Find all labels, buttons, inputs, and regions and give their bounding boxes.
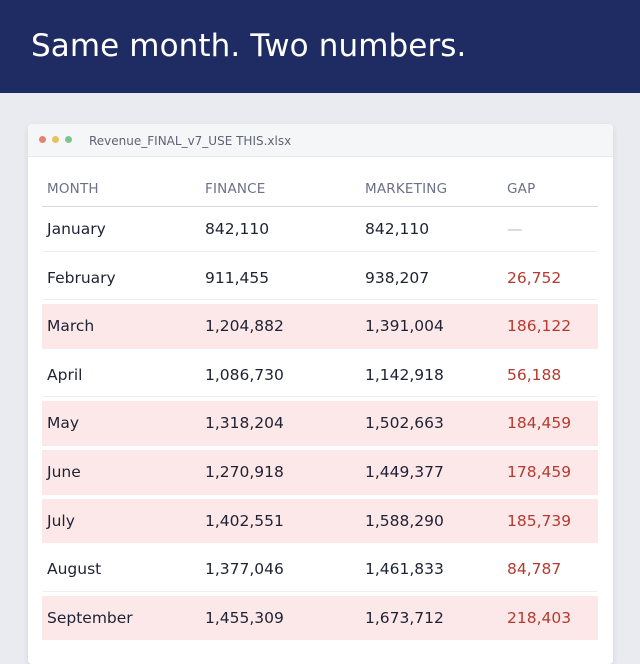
cell-month[interactable]: June: [47, 462, 81, 481]
cell-month[interactable]: July: [47, 511, 75, 530]
cell-gap[interactable]: 186,122: [507, 317, 572, 336]
cell-marketing[interactable]: 1,461,833: [365, 560, 444, 579]
cell-marketing[interactable]: 1,502,663: [365, 414, 444, 433]
table-row[interactable]: February 911,455 938,207 26,752: [42, 256, 598, 301]
cell-marketing[interactable]: 938,207: [365, 268, 430, 287]
table-header: MONTH FINANCE MARKETING GAP: [42, 168, 598, 207]
headline-banner: Same month. Two numbers.: [0, 0, 640, 93]
table-row[interactable]: January 842,110 842,110 —: [42, 207, 598, 252]
cell-finance[interactable]: 1,318,204: [205, 414, 284, 433]
table-row[interactable]: March 1,204,882 1,391,004 186,122: [42, 304, 598, 349]
window-titlebar: Revenue_FINAL_v7_USE THIS.xlsx: [28, 124, 613, 157]
table-row[interactable]: August 1,377,046 1,461,833 84,787: [42, 547, 598, 592]
table-row[interactable]: September 1,455,309 1,673,712 218,403: [42, 595, 598, 641]
spreadsheet-window: Revenue_FINAL_v7_USE THIS.xlsx MONTH FIN…: [28, 124, 613, 664]
close-window-icon[interactable]: [39, 136, 46, 143]
maximize-window-icon[interactable]: [65, 136, 72, 143]
cell-gap[interactable]: 184,459: [507, 414, 572, 433]
cell-gap[interactable]: —: [507, 220, 523, 238]
cell-month[interactable]: February: [47, 268, 116, 287]
cell-month[interactable]: September: [47, 608, 133, 627]
cell-marketing[interactable]: 1,142,918: [365, 365, 444, 384]
window-filename: Revenue_FINAL_v7_USE THIS.xlsx: [89, 134, 292, 148]
cell-finance[interactable]: 911,455: [205, 268, 270, 287]
headline: Same month. Two numbers.: [31, 28, 467, 64]
cell-finance[interactable]: 1,455,309: [205, 608, 284, 627]
cell-month[interactable]: March: [47, 317, 95, 336]
cell-month[interactable]: August: [47, 560, 102, 579]
cell-finance[interactable]: 1,086,730: [205, 365, 284, 384]
column-header-marketing[interactable]: MARKETING: [365, 181, 448, 197]
column-header-gap[interactable]: GAP: [507, 181, 536, 197]
cell-finance[interactable]: 1,377,046: [205, 560, 284, 579]
table-row[interactable]: June 1,270,918 1,449,377 178,459: [42, 449, 598, 495]
cell-marketing[interactable]: 842,110: [365, 220, 430, 238]
column-header-finance[interactable]: FINANCE: [205, 181, 266, 197]
table-row[interactable]: April 1,086,730 1,142,918 56,188: [42, 353, 598, 398]
cell-gap[interactable]: 84,787: [507, 560, 562, 579]
cell-gap[interactable]: 218,403: [507, 608, 572, 627]
cell-marketing[interactable]: 1,449,377: [365, 462, 444, 481]
cell-gap[interactable]: 178,459: [507, 462, 572, 481]
cell-finance[interactable]: 1,204,882: [205, 317, 284, 336]
cell-finance[interactable]: 1,270,918: [205, 462, 284, 481]
cell-marketing[interactable]: 1,673,712: [365, 608, 444, 627]
cell-month[interactable]: January: [47, 220, 106, 238]
cell-gap[interactable]: 56,188: [507, 365, 562, 384]
cell-gap[interactable]: 185,739: [507, 511, 572, 530]
cell-finance[interactable]: 842,110: [205, 220, 270, 238]
cell-month[interactable]: May: [47, 414, 80, 433]
column-header-month[interactable]: MONTH: [47, 181, 99, 197]
cell-month[interactable]: April: [47, 365, 83, 384]
cell-finance[interactable]: 1,402,551: [205, 511, 284, 530]
cell-marketing[interactable]: 1,391,004: [365, 317, 444, 336]
table-row[interactable]: July 1,402,551 1,588,290 185,739: [42, 498, 598, 544]
table-body: January 842,110 842,110 — February 911,455 938…: [42, 207, 598, 644]
cell-marketing[interactable]: 1,588,290: [365, 511, 444, 530]
cell-gap[interactable]: 26,752: [507, 268, 562, 287]
minimize-window-icon[interactable]: [52, 136, 59, 143]
table-row[interactable]: May 1,318,204 1,502,663 184,459: [42, 401, 598, 446]
